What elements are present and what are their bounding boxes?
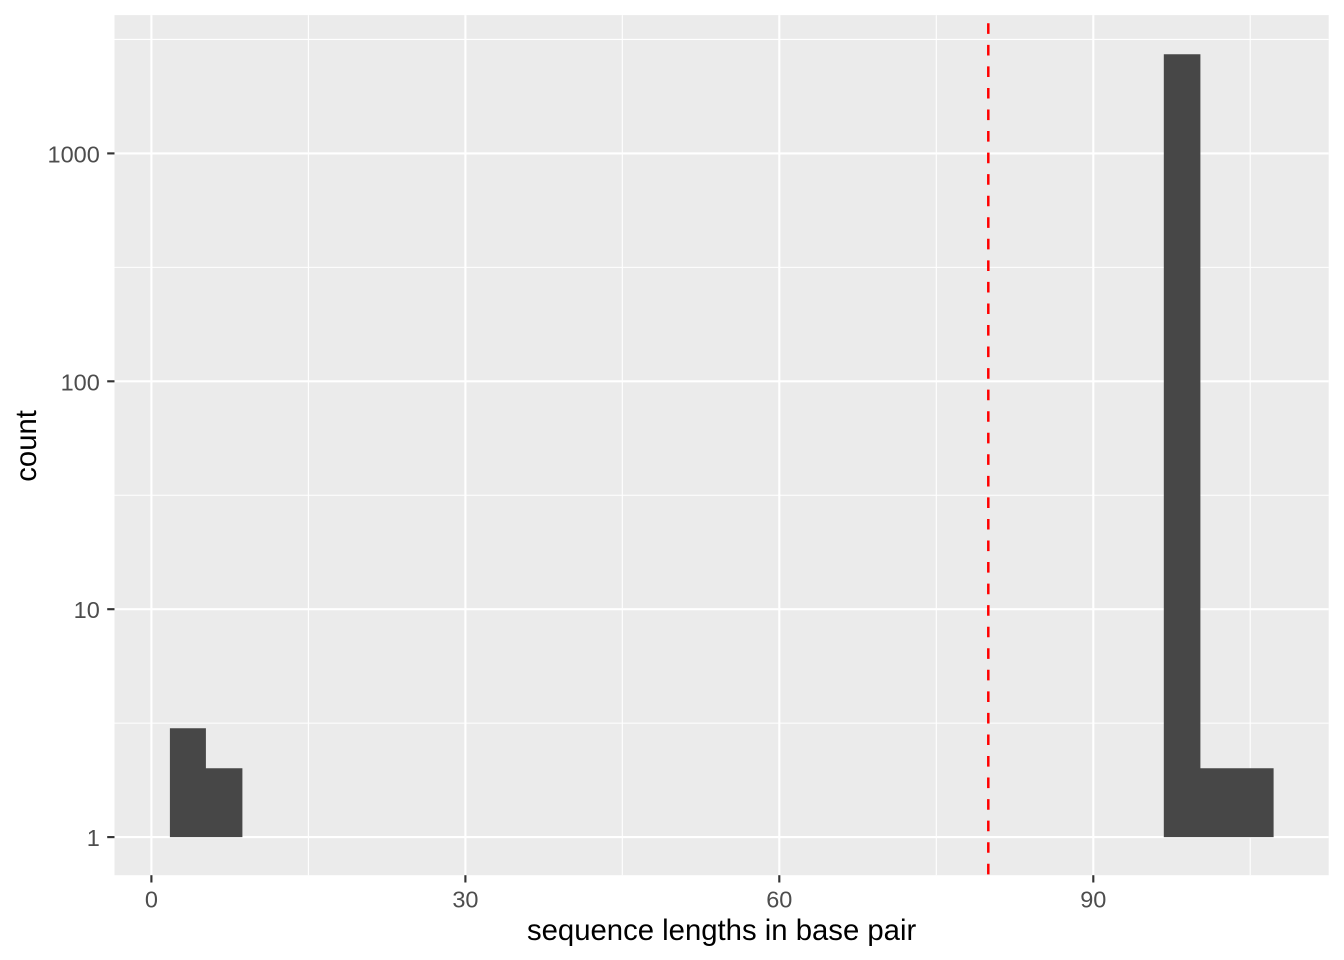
svg-text:10: 10 (74, 597, 100, 623)
svg-text:1: 1 (87, 825, 100, 851)
svg-text:count: count (10, 410, 43, 482)
svg-text:30: 30 (452, 887, 478, 913)
svg-text:60: 60 (766, 887, 792, 913)
svg-text:90: 90 (1080, 887, 1106, 913)
svg-text:sequence lengths in base pair: sequence lengths in base pair (527, 914, 917, 947)
svg-text:100: 100 (61, 369, 100, 395)
svg-text:0: 0 (145, 887, 158, 913)
svg-text:1000: 1000 (48, 141, 100, 167)
